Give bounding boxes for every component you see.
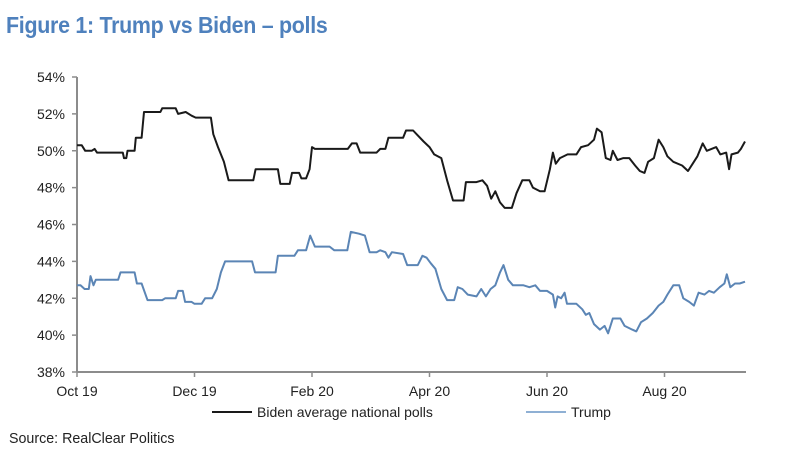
legend-item-biden: Biden average national polls — [212, 404, 433, 420]
x-tick-label: Feb 20 — [290, 383, 334, 399]
series-line-trump — [77, 230, 746, 335]
y-tick-label: 52% — [37, 106, 65, 122]
legend-swatch-trump — [526, 411, 566, 413]
y-tick-label: 48% — [37, 180, 65, 196]
legend-item-trump: Trump — [526, 404, 611, 420]
x-tick-label: Aug 20 — [642, 383, 687, 399]
series-line-biden — [77, 107, 746, 209]
series-lines — [77, 107, 746, 335]
y-tick-label: 44% — [37, 253, 65, 269]
figure-title: Figure 1: Trump vs Biden – polls — [6, 12, 328, 38]
y-tick-label: 54% — [37, 69, 65, 85]
legend-label-trump: Trump — [571, 404, 611, 420]
x-axis: Oct 19 Dec 19 Feb 20 Apr 20 Jun 20 Aug 20 — [56, 371, 746, 399]
y-tick-label: 38% — [37, 364, 65, 380]
series-biden — [77, 107, 746, 209]
x-tick-label: Dec 19 — [172, 383, 217, 399]
x-tick-label: Jun 20 — [526, 383, 568, 399]
y-tick-label: 42% — [37, 290, 65, 306]
y-tick-label: 50% — [37, 143, 65, 159]
y-tick-label: 40% — [37, 327, 65, 343]
legend-label-biden: Biden average national polls — [257, 404, 433, 420]
x-tick-label: Oct 19 — [56, 383, 97, 399]
y-tick-label: 46% — [37, 217, 65, 233]
legend-swatch-biden — [212, 411, 252, 413]
source-note: Source: RealClear Politics — [9, 430, 175, 447]
series-trump — [77, 230, 746, 335]
x-tick-label: Apr 20 — [409, 383, 450, 399]
y-axis: 38% 40% 42% 44% 46% 48% 50% 52% 54% — [37, 69, 78, 380]
